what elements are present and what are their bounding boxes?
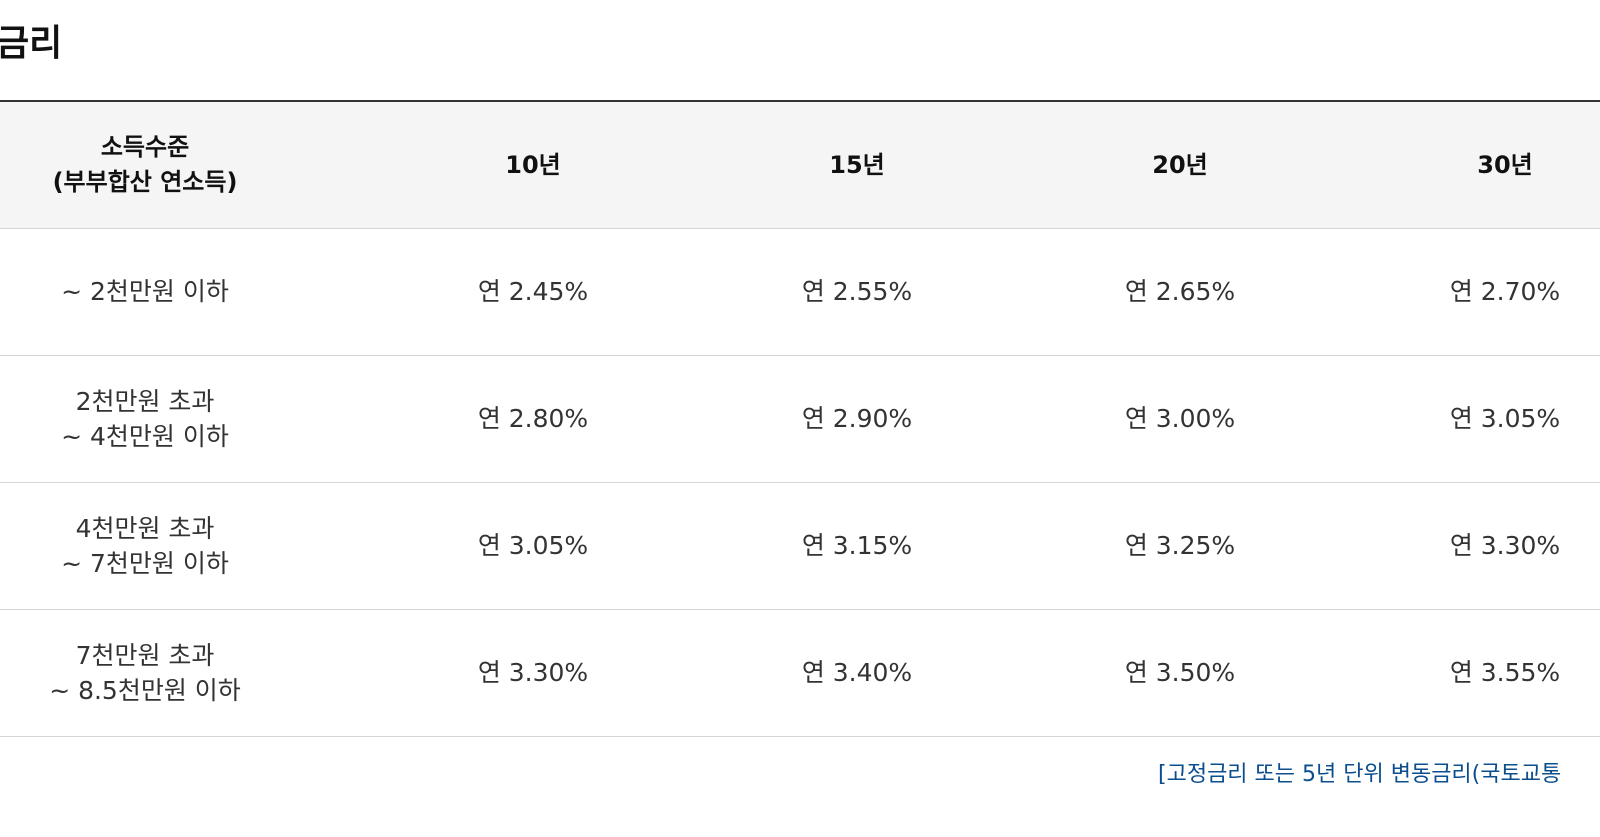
header-cell: 10년 — [505, 150, 561, 179]
rate-cell: 연 3.30% — [477, 658, 589, 687]
header-cell: 20년 — [1152, 150, 1208, 179]
rate-cell: 연 2.70% — [1449, 277, 1561, 306]
rate-cell: 연 3.30% — [1449, 531, 1561, 560]
rate-cell: 연 3.55% — [1449, 658, 1561, 687]
rate-cell: 연 3.40% — [801, 658, 913, 687]
row-divider — [0, 355, 1600, 356]
income-cell: 2천만원 초과 ~ 4천만원 이하 — [61, 386, 229, 451]
rate-cell: 연 2.65% — [1124, 277, 1236, 306]
rate-cell: 연 3.00% — [1124, 404, 1236, 433]
income-cell: 7천만원 초과 ~ 8.5천만원 이하 — [49, 640, 241, 705]
income-cell: 4천만원 초과 ~ 7천만원 이하 — [61, 513, 229, 578]
table-top-border — [0, 100, 1600, 102]
rate-cell: 연 2.80% — [477, 404, 589, 433]
header-cell: 30년 — [1477, 150, 1533, 179]
rate-cell: 연 2.55% — [801, 277, 913, 306]
rate-cell: 연 3.50% — [1124, 658, 1236, 687]
rate-cell: 연 2.45% — [477, 277, 589, 306]
rate-cell: 연 3.15% — [801, 531, 913, 560]
footnote: [고정금리 또는 5년 단위 변동금리(국토교통 — [1158, 762, 1562, 787]
header-cell: 15년 — [829, 150, 885, 179]
rate-cell: 연 3.05% — [477, 531, 589, 560]
title: 금리 — [0, 23, 63, 64]
row-divider — [0, 736, 1600, 737]
row-divider — [0, 609, 1600, 610]
rate-cell: 연 3.05% — [1449, 404, 1561, 433]
header-background — [0, 102, 1600, 228]
row-divider — [0, 228, 1600, 229]
row-divider — [0, 482, 1600, 483]
rate-cell: 연 2.90% — [801, 404, 913, 433]
income-cell: ~ 2천만원 이하 — [61, 277, 229, 306]
header-cell: 소득수준 (부부합산 연소득) — [52, 133, 238, 196]
rate-cell: 연 3.25% — [1124, 531, 1236, 560]
